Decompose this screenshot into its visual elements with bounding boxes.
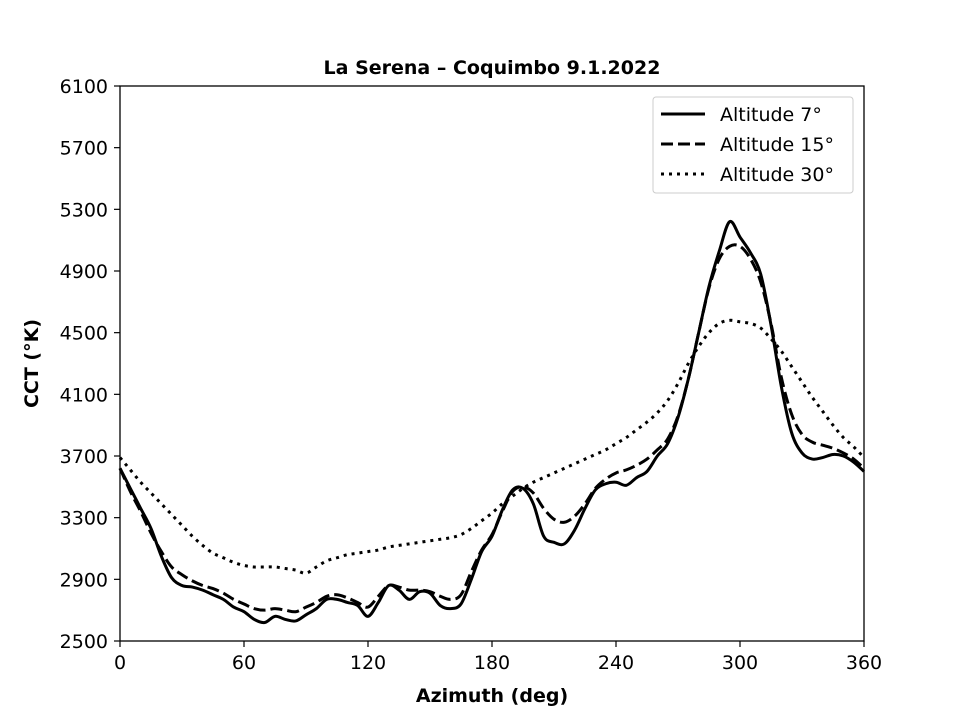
y-tick-label: 5300: [60, 199, 108, 221]
y-tick-label: 6100: [60, 76, 108, 98]
y-tick-label: 5700: [60, 138, 108, 160]
legend-label-1: Altitude 7°: [720, 104, 822, 126]
x-axis-label: Azimuth (deg): [416, 685, 568, 707]
legend-label-3: Altitude 30°: [720, 164, 834, 186]
y-tick-label: 3700: [60, 446, 108, 468]
x-tick-label: 0: [114, 652, 126, 674]
x-axis: 0 60 120 180 240 300 360: [114, 641, 882, 674]
x-tick-label: 180: [474, 652, 510, 674]
x-tick-label: 120: [350, 652, 386, 674]
y-tick-label: 3300: [60, 508, 108, 530]
series-line-2: [118, 243, 866, 614]
x-tick-label: 360: [846, 652, 882, 674]
series-layer: [118, 219, 866, 625]
chart-title: La Serena – Coquimbo 9.1.2022: [324, 57, 661, 79]
y-tick-label: 4900: [60, 261, 108, 283]
legend-box: [652, 96, 854, 194]
y-tick-label: 2500: [60, 631, 108, 653]
x-tick-label: 240: [598, 652, 634, 674]
y-tick-label: 2900: [60, 569, 108, 591]
x-tick-label: 300: [722, 652, 758, 674]
legend: Altitude 7° Altitude 15° Altitude 30°: [652, 96, 854, 194]
y-axis: 2500 2900 3300 3700 4100 4500 4900 5300 5700 6100: [60, 76, 120, 653]
y-axis-label: CCT (°K): [21, 319, 43, 408]
legend-items: Altitude 7° Altitude 15° Altitude 30°: [661, 104, 834, 186]
y-tick-label: 4500: [60, 323, 108, 345]
series-line-3: [118, 318, 866, 575]
x-tick-label: 60: [232, 652, 256, 674]
legend-label-2: Altitude 15°: [720, 134, 834, 156]
y-tick-label: 4100: [60, 384, 108, 406]
